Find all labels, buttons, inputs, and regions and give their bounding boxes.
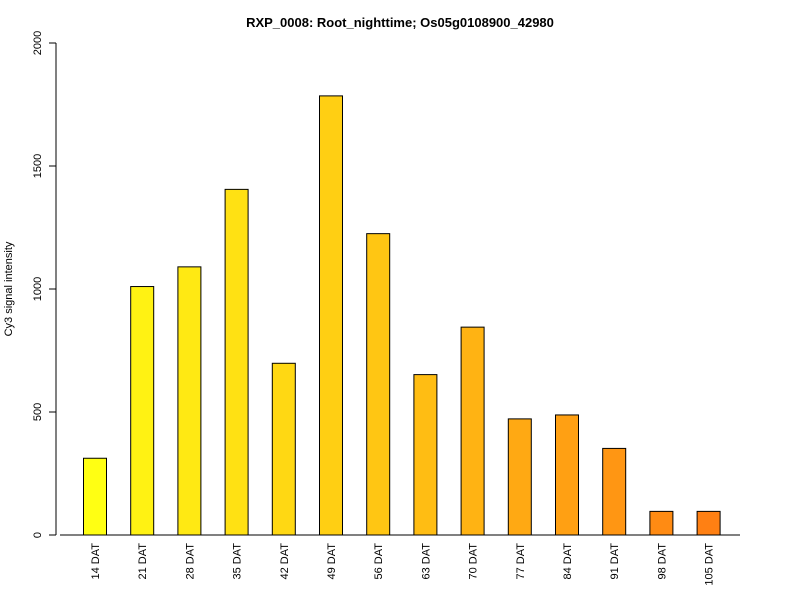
bar-91-dat: [602, 447, 627, 536]
bar-28-dat: [177, 266, 202, 536]
bar-21-dat: [130, 286, 155, 536]
x-tick-label-70-dat: 70 DAT: [468, 543, 480, 580]
x-tick-label-21-dat: 21 DAT: [137, 543, 149, 580]
x-tick-label-35-dat: 35 DAT: [232, 543, 244, 580]
x-tick-label-84-dat: 84 DAT: [562, 543, 574, 580]
y-tick-label-2000: 2000: [32, 31, 44, 55]
y-axis: 0 500 1000 1500 2000: [32, 31, 57, 538]
x-tick-label-14-dat: 14 DAT: [90, 543, 102, 580]
y-tick-label-1000: 1000: [32, 277, 44, 301]
x-tick-label-98-dat: 98 DAT: [656, 543, 668, 580]
x-tick-label-42-dat: 42 DAT: [279, 543, 291, 580]
x-tick-label-49-dat: 49 DAT: [326, 543, 338, 580]
y-axis-title: Cy3 signal intensity: [3, 241, 15, 336]
bar-98-dat: [649, 510, 674, 536]
bar-56-dat: [366, 233, 391, 536]
x-tick-labels: 14 DAT 21 DAT 28 DAT 35 DAT 42 DAT 49 DAT 56 D…: [90, 543, 716, 586]
bar-105-dat: [696, 510, 721, 536]
bar-77-dat: [507, 418, 532, 536]
x-tick-label-63-dat: 63 DAT: [420, 543, 432, 580]
x-tick-label-105-dat: 105 DAT: [704, 543, 716, 586]
y-tick-label-1500: 1500: [32, 154, 44, 178]
x-tick-label-77-dat: 77 DAT: [515, 543, 527, 580]
bar-63-dat: [413, 374, 438, 536]
bar-70-dat: [460, 326, 485, 536]
bar-42-dat: [271, 362, 296, 536]
bar-84-dat: [555, 414, 579, 536]
chart-title: RXP_0008: Root_nighttime; Os05g0108900_4…: [246, 15, 554, 30]
y-tick-label-500: 500: [32, 403, 44, 421]
y-tick-label-0: 0: [32, 532, 44, 538]
x-tick-label-91-dat: 91 DAT: [609, 543, 621, 580]
x-tick-label-28-dat: 28 DAT: [184, 543, 196, 580]
bar-35-dat: [224, 188, 249, 536]
x-tick-label-56-dat: 56 DAT: [373, 543, 385, 580]
plot-area: [83, 95, 721, 536]
bar-49-dat: [319, 95, 343, 536]
bar-14-dat: [83, 457, 107, 536]
